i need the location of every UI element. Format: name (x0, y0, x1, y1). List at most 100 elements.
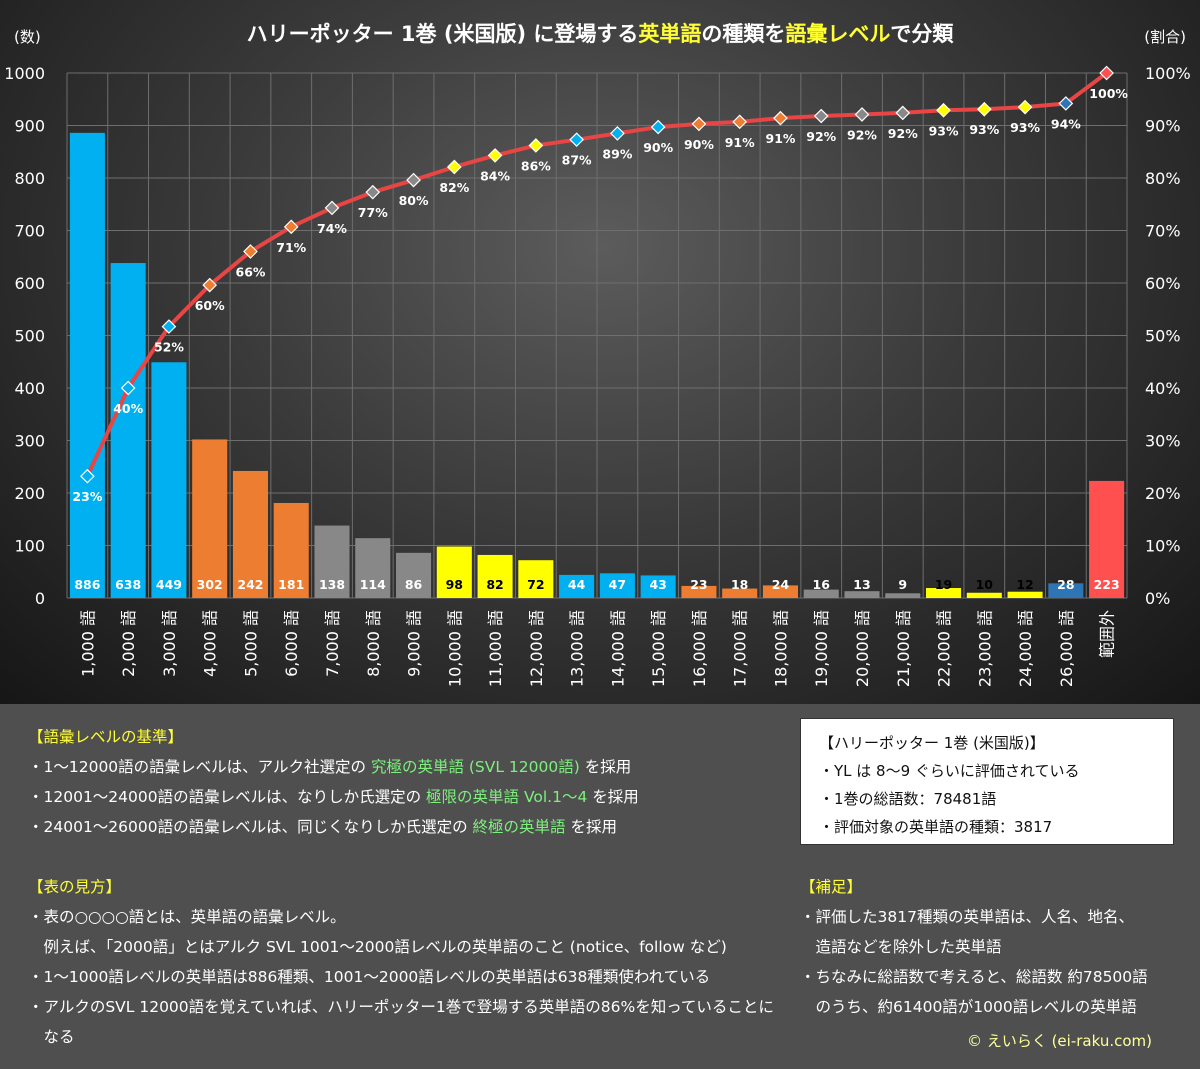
cumulative-marker (650, 119, 666, 135)
bar-value-label: 242 (237, 577, 263, 592)
y-tick-label: 300 (14, 432, 45, 451)
x-tick-label: 15,000 語 (649, 610, 668, 687)
bar-value-label: 9 (898, 577, 907, 592)
bar (559, 574, 595, 598)
bar-value-label: 138 (319, 577, 345, 592)
bar (844, 591, 880, 598)
y2-tick-label: 10% (1145, 537, 1181, 556)
x-tick-label: 11,000 語 (486, 610, 505, 687)
y2-tick-label: 90% (1145, 117, 1181, 136)
y-tick-label: 800 (14, 169, 45, 188)
cumulative-label: 87% (562, 153, 592, 168)
bar-value-label: 98 (446, 577, 463, 592)
bar-value-label: 886 (74, 577, 100, 592)
bar-value-label: 638 (115, 577, 141, 592)
bar (69, 132, 105, 598)
cumulative-label: 100% (1089, 86, 1128, 101)
bar (355, 538, 391, 598)
howto-line-3: ・1～1000語レベルの英単語は886種類、1001～2000語レベルの英単語は… (28, 968, 711, 986)
y-tick-label: 100 (14, 537, 45, 556)
supplement-section: 【補足】 ・評価した3817種類の英単語は、人名、地名、 造語などを除外した英単… (800, 872, 1148, 1022)
y-tick-label: 400 (14, 379, 45, 398)
y2-tick-label: 80% (1145, 169, 1181, 188)
supplement-header: 【補足】 (800, 878, 863, 896)
copyright: © えいらく (ei-raku.com) (967, 1032, 1152, 1050)
bar (110, 263, 146, 598)
cumulative-marker (202, 277, 218, 293)
cumulative-label: 93% (969, 122, 999, 137)
cumulative-marker (773, 110, 788, 126)
criteria-section: 【語彙レベルの基準】 ・1～12000語の語彙レベルは、アルク社選定の 究極の英… (28, 722, 639, 842)
cumulative-label: 91% (766, 131, 796, 146)
cumulative-label: 80% (399, 193, 429, 208)
cumulative-label: 77% (358, 205, 388, 220)
x-tick-label: 2,000 語 (119, 610, 138, 677)
bar-value-label: 449 (156, 577, 182, 592)
cumulative-label: 74% (317, 221, 347, 236)
criteria-line-2: ・12001～24000語の語彙レベルは、なりしか氏選定の 極限の英単語 Vol… (28, 788, 639, 806)
cumulative-label: 93% (929, 123, 959, 138)
cumulative-label: 66% (236, 265, 266, 280)
y-tick-label: 200 (14, 484, 45, 503)
cumulative-marker (1017, 99, 1033, 115)
y2-tick-label: 70% (1145, 222, 1181, 241)
bar-value-label: 86 (405, 577, 423, 592)
supplement-line-1: ・評価した3817種類の英単語は、人名、地名、 (800, 908, 1134, 926)
y2-tick-label: 20% (1145, 484, 1181, 503)
bar (722, 588, 758, 598)
cumulative-marker (365, 184, 381, 200)
bar-value-label: 44 (568, 577, 586, 592)
howto-header: 【表の見方】 (28, 878, 122, 896)
cumulative-marker (446, 159, 462, 175)
x-tick-label: 7,000 語 (323, 610, 342, 677)
cumulative-marker (976, 101, 992, 117)
x-tick-label: 26,000 語 (1057, 610, 1076, 687)
y2-tick-label: 30% (1145, 432, 1181, 451)
cumulative-marker (610, 126, 625, 141)
bar (762, 585, 798, 598)
cumulative-marker (406, 172, 421, 188)
x-tick-label: 16,000 語 (690, 610, 709, 687)
info-box-title: 【ハリーポッター 1巻 (米国版)】 (819, 734, 1045, 752)
cumulative-marker (936, 102, 951, 118)
bar (640, 575, 676, 598)
bar (803, 589, 839, 598)
pareto-chart: 886 638 449 302 242 181 138 114 86 98 82 72 44 47 43 23… (4, 64, 1190, 687)
bar (314, 525, 350, 598)
x-tick-label: 21,000 語 (894, 610, 913, 687)
bar-value-label: 72 (527, 577, 544, 592)
bar (477, 554, 513, 598)
y-tick-label: 0 (35, 589, 45, 608)
bar-value-label: 23 (690, 577, 707, 592)
info-box-line-3: ・評価対象の英単語の種類：3817 (819, 818, 1053, 836)
howto-line-1: ・表の○○○○語とは、英単語の語彙レベル。 (28, 908, 346, 926)
cumulative-marker (813, 108, 829, 124)
x-tick-label: 1,000 語 (78, 610, 97, 677)
x-tick-label: 10,000 語 (445, 610, 464, 687)
bar-value-label: 47 (609, 577, 626, 592)
bar (192, 439, 228, 598)
x-tick-label: 23,000 語 (975, 610, 994, 687)
howto-line-5: なる (28, 1028, 75, 1046)
cumulative-marker (732, 114, 748, 130)
bar (1048, 583, 1084, 598)
bar-value-label: 82 (486, 577, 503, 592)
howto-line-4: ・アルクのSVL 12000語を覚えていれば、ハリーポッター1巻で登場する英単語… (28, 998, 774, 1016)
cumulative-label: 60% (195, 298, 225, 313)
x-tick-label: 22,000 語 (935, 610, 954, 687)
bar-value-label: 19 (935, 577, 952, 592)
cumulative-marker (120, 380, 136, 396)
criteria-line-1: ・1～12000語の語彙レベルは、アルク社選定の 究極の英単語 (SVL 120… (28, 758, 632, 776)
howto-section: 【表の見方】 ・表の○○○○語とは、英単語の語彙レベル。 例えば、「2000語」… (28, 872, 774, 1052)
criteria-header: 【語彙レベルの基準】 (28, 728, 184, 746)
cumulative-label: 92% (888, 126, 918, 141)
bar-value-label: 18 (731, 577, 748, 592)
x-tick-label: 6,000 語 (282, 610, 301, 677)
bar (1007, 591, 1043, 598)
y-tick-label: 600 (14, 274, 45, 293)
criteria-line-3: ・24001～26000語の語彙レベルは、同じくなりしか氏選定の 終極の英単語 … (28, 818, 617, 836)
info-box: 【ハリーポッター 1巻 (米国版)】 ・YL は 8～9 ぐらいに評価されている… (800, 718, 1174, 845)
bar (436, 546, 472, 598)
howto-line-2: 例えば、「2000語」とはアルク SVL 1001～2000語レベルの英単語のこ… (28, 938, 727, 956)
x-tick-label: 4,000 語 (201, 610, 220, 677)
